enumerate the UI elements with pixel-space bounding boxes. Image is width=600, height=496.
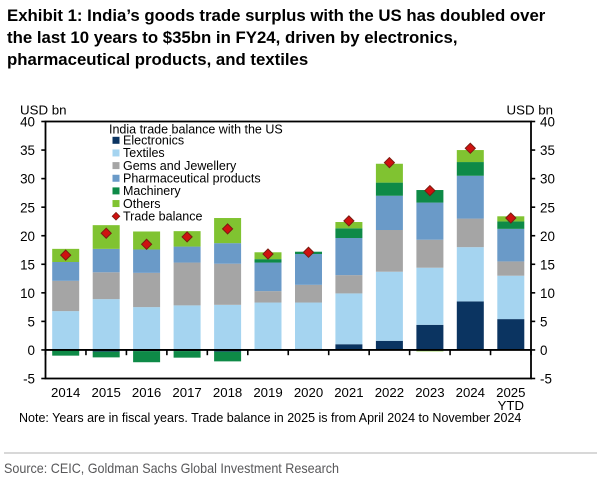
- svg-text:Machinery: Machinery: [123, 184, 181, 198]
- svg-text:2022: 2022: [375, 385, 404, 400]
- svg-text:2016: 2016: [132, 385, 161, 400]
- svg-text:2025: 2025: [496, 385, 525, 400]
- svg-text:USD bn: USD bn: [507, 103, 554, 118]
- svg-text:10: 10: [540, 286, 555, 301]
- svg-text:2023: 2023: [415, 385, 444, 400]
- svg-text:2018: 2018: [213, 385, 242, 400]
- svg-text:35: 35: [540, 143, 555, 158]
- svg-text:2014: 2014: [51, 385, 80, 400]
- svg-text:0: 0: [540, 343, 547, 358]
- svg-text:10: 10: [20, 286, 35, 301]
- svg-text:0: 0: [28, 343, 35, 358]
- svg-text:Gems and Jewellery: Gems and Jewellery: [123, 159, 237, 173]
- svg-text:-5: -5: [540, 372, 552, 387]
- svg-text:30: 30: [20, 172, 35, 187]
- svg-text:20: 20: [20, 229, 35, 244]
- svg-text:25: 25: [540, 200, 555, 215]
- svg-text:15: 15: [20, 257, 35, 272]
- svg-text:20: 20: [540, 229, 555, 244]
- svg-text:2020: 2020: [294, 385, 323, 400]
- svg-text:Electronics: Electronics: [123, 134, 184, 148]
- svg-text:40: 40: [540, 115, 555, 130]
- svg-text:Others: Others: [123, 197, 161, 211]
- svg-text:2017: 2017: [172, 385, 201, 400]
- svg-text:5: 5: [28, 314, 35, 329]
- svg-text:35: 35: [20, 143, 35, 158]
- svg-text:YTD: YTD: [498, 398, 524, 413]
- svg-text:USD bn: USD bn: [20, 103, 67, 118]
- svg-text:5: 5: [540, 314, 547, 329]
- svg-text:2019: 2019: [253, 385, 282, 400]
- svg-text:-5: -5: [23, 372, 35, 387]
- svg-text:2015: 2015: [92, 385, 121, 400]
- svg-text:30: 30: [540, 172, 555, 187]
- svg-text:25: 25: [20, 200, 35, 215]
- svg-text:15: 15: [540, 257, 555, 272]
- svg-text:Textiles: Textiles: [123, 146, 165, 160]
- svg-text:Trade balance: Trade balance: [123, 209, 202, 223]
- svg-text:40: 40: [20, 115, 35, 130]
- svg-text:2021: 2021: [334, 385, 363, 400]
- svg-text:India trade balance with the U: India trade balance with the US: [109, 123, 283, 137]
- svg-text:Pharmaceutical products: Pharmaceutical products: [123, 171, 261, 185]
- svg-text:2024: 2024: [456, 385, 485, 400]
